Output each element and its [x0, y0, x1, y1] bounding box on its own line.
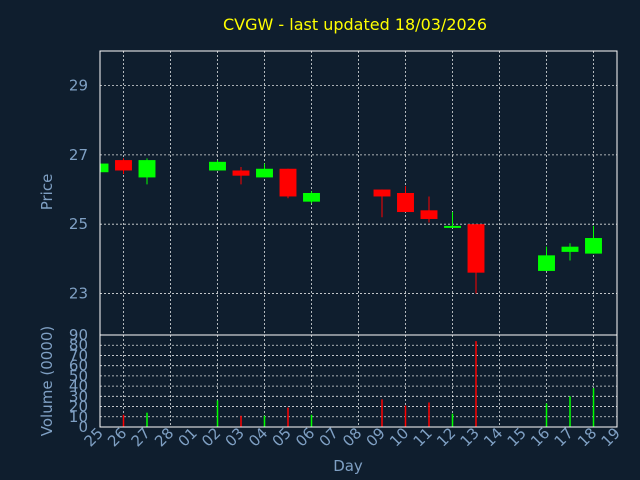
- volume-bar: [216, 400, 219, 427]
- candle-body: [561, 246, 579, 252]
- candle-body: [373, 189, 391, 197]
- candle-body: [100, 163, 109, 173]
- candle-body: [397, 193, 414, 213]
- day-axis-label: Day: [333, 457, 363, 475]
- day-tick-label: 03: [222, 424, 248, 450]
- day-tick-label: 01: [175, 424, 201, 450]
- candle-body: [585, 238, 602, 254]
- volume-tick-label: 80: [69, 336, 88, 354]
- candle-body: [279, 168, 297, 197]
- price-tick-label: 23: [69, 284, 88, 302]
- volume-tick-label: 0: [78, 418, 88, 436]
- volume-bar: [240, 415, 242, 427]
- volume-bar: [428, 402, 430, 427]
- day-tick-label: 17: [551, 424, 577, 450]
- volume-bar: [475, 341, 477, 427]
- day-tick-label: 26: [104, 424, 130, 450]
- volume-tick-label: 50: [69, 367, 88, 385]
- volume-bar: [263, 415, 266, 427]
- volume-tick-label: 40: [69, 377, 88, 395]
- volume-tick-label: 70: [69, 346, 88, 364]
- volume-tick-label: 90: [69, 326, 88, 344]
- day-tick-label: 08: [339, 424, 365, 450]
- price-tick-labels: 23 25 27 29: [69, 77, 88, 303]
- day-tick-label: 28: [151, 424, 177, 450]
- candle-body: [467, 224, 485, 273]
- volume-bar: [122, 414, 125, 427]
- day-tick-label: 02: [198, 424, 224, 450]
- candle-body: [444, 225, 461, 228]
- day-tick-label: 11: [410, 424, 436, 450]
- day-tick-label: 18: [574, 424, 600, 450]
- day-tick-label: 04: [245, 424, 271, 450]
- price-tick-label: 27: [69, 146, 88, 164]
- price-tick-label: 25: [69, 215, 88, 233]
- volume-bar: [545, 403, 548, 427]
- candle-body: [420, 210, 438, 219]
- volume-bar: [451, 413, 454, 427]
- day-tick-label: 05: [269, 424, 295, 450]
- volume-bar: [146, 412, 148, 427]
- price-axis-label: Price: [38, 174, 56, 211]
- day-tick-label: 07: [316, 424, 342, 450]
- volume-tick-label: 30: [69, 387, 88, 405]
- day-tick-labels: 2526272801020304050607080910111213141516…: [81, 424, 624, 450]
- volume-bar: [404, 405, 407, 427]
- day-tick-label: 14: [480, 424, 506, 450]
- price-candles: [99, 158, 602, 294]
- candle-body: [232, 170, 250, 176]
- volume-bars: [122, 341, 595, 427]
- candle-body: [303, 193, 320, 202]
- volume-tick-label: 20: [69, 398, 88, 416]
- day-tick-label: 09: [363, 424, 389, 450]
- candle-body: [256, 168, 273, 178]
- volume-grid: [100, 335, 617, 427]
- day-tick-label: 13: [457, 424, 483, 450]
- day-tick-label: 16: [527, 424, 553, 450]
- volume-panel-frame: [99, 334, 618, 428]
- price-grid: [100, 51, 617, 335]
- chart-title: CVGW - last updated 18/03/2026: [223, 15, 487, 34]
- volume-bar: [592, 388, 595, 427]
- day-tick-label: 19: [598, 424, 624, 450]
- candle-body: [209, 161, 226, 171]
- volume-bar: [381, 399, 383, 427]
- volume-tick-label: 60: [69, 357, 88, 375]
- candle-body: [115, 160, 132, 171]
- price-tick-label: 29: [69, 77, 88, 95]
- volume-bar: [310, 414, 313, 427]
- day-tick-label: 15: [504, 424, 530, 450]
- day-tick-label: 10: [386, 424, 412, 450]
- day-tick-label: 12: [433, 424, 459, 450]
- day-tick-label: 27: [128, 424, 154, 450]
- day-tick-label: 06: [292, 424, 318, 450]
- candle-body: [538, 255, 555, 271]
- volume-bar: [569, 396, 571, 427]
- candle-body: [138, 160, 156, 178]
- volume-bar: [287, 407, 289, 427]
- volume-tick-label: 10: [69, 408, 88, 426]
- volume-axis-label: Volume (0000): [38, 326, 56, 436]
